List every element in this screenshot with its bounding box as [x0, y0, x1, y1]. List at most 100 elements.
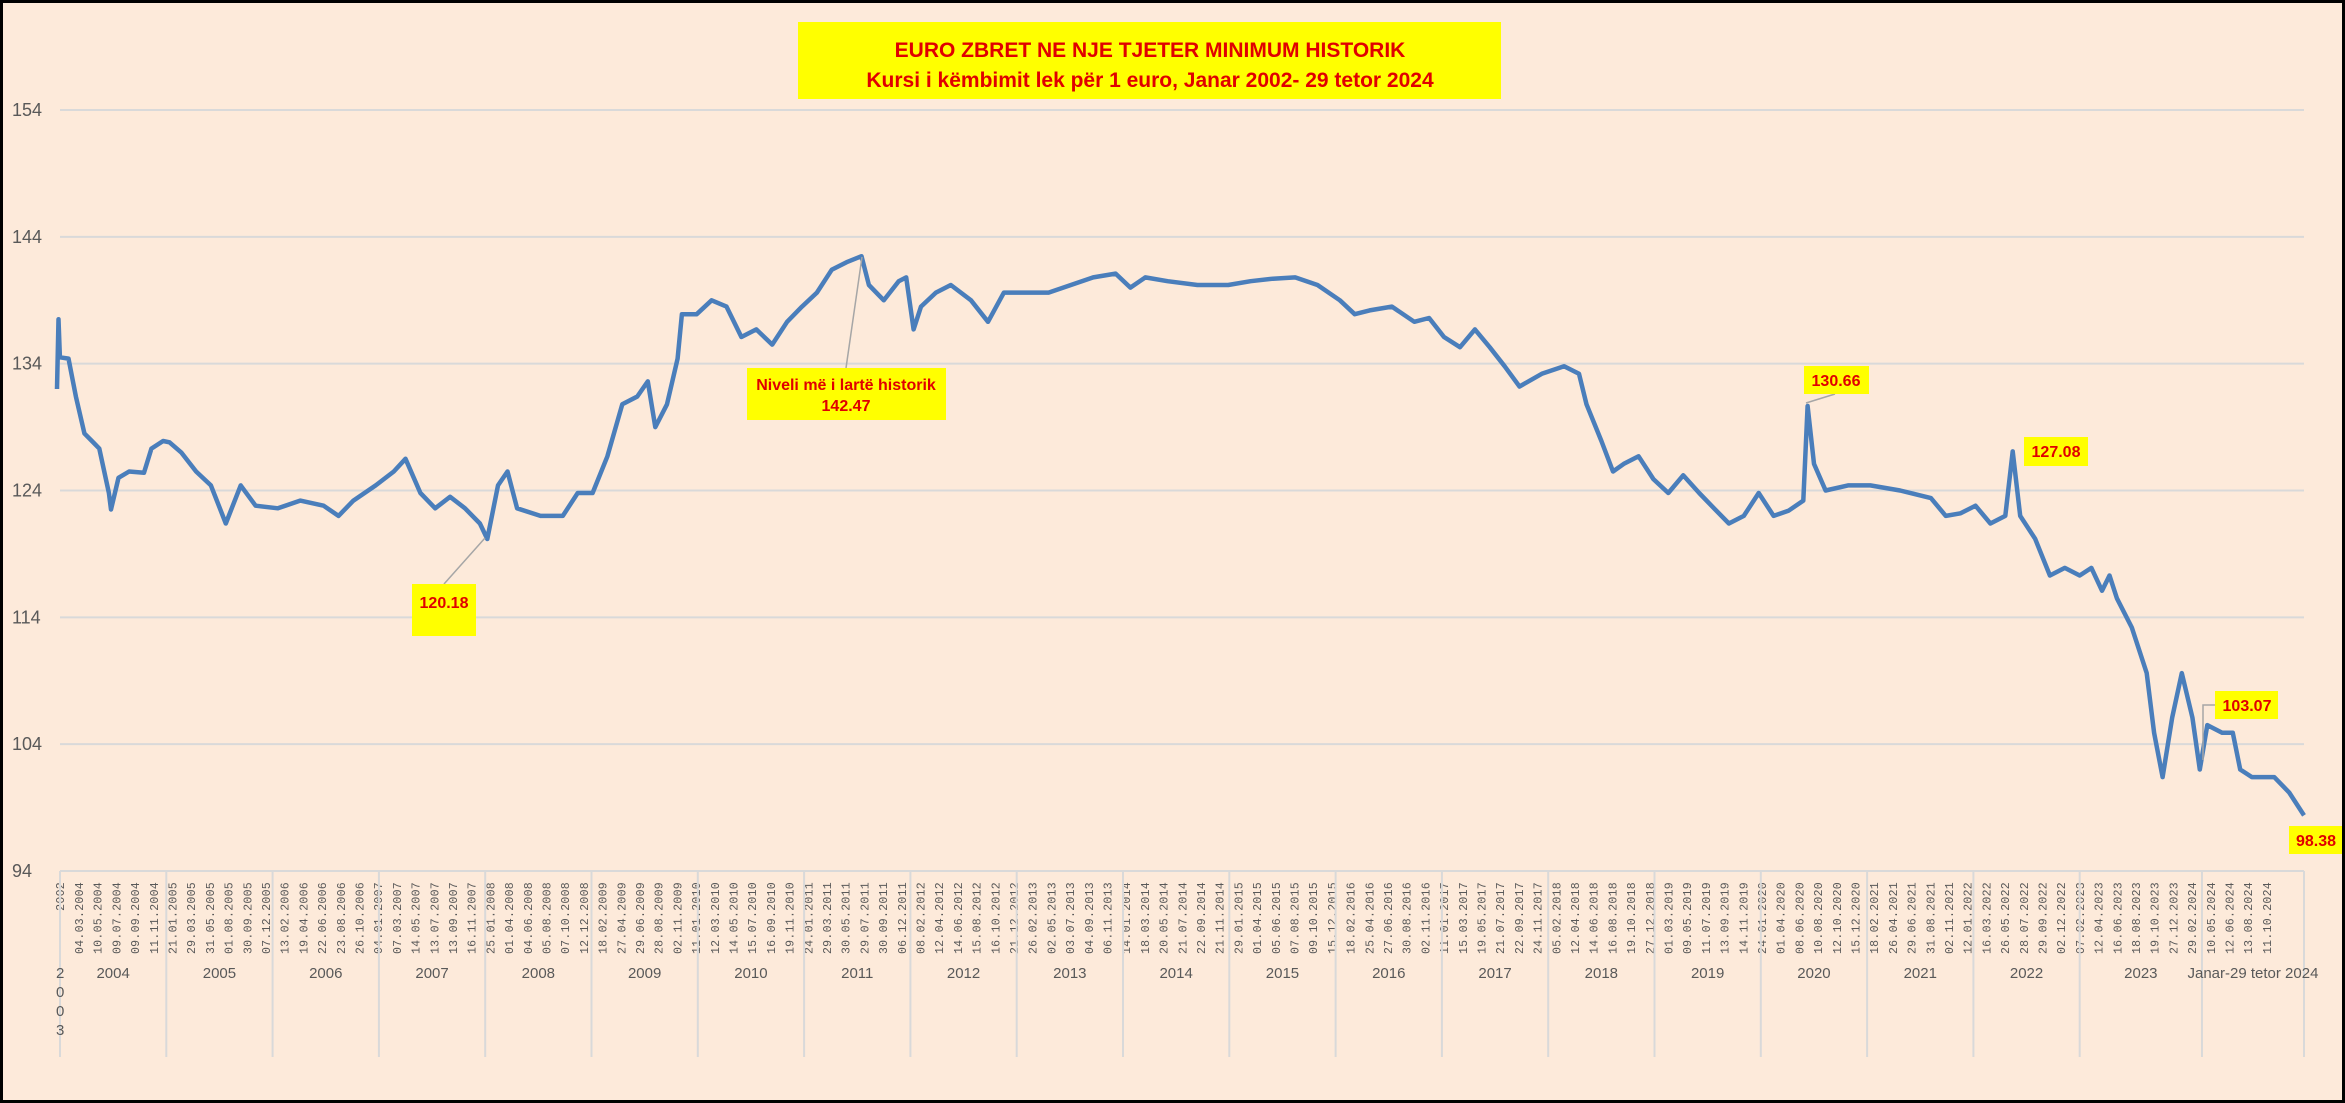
x-tick-label: 29.02.2024 — [2187, 882, 2200, 954]
x-tick-label: 09.09.2004 — [130, 882, 143, 954]
x-tick-label: 01.04.2008 — [504, 882, 517, 954]
annotation-2024: 103.07 — [2202, 691, 2278, 760]
annotation-max-label: Niveli më i lartë historik — [756, 377, 936, 394]
x-tick-label: 21.11.2014 — [1215, 882, 1228, 954]
x-tick-label: 13.09.2007 — [448, 882, 461, 954]
leader-line — [2202, 704, 2215, 760]
x-tick-label: 22.09.2014 — [1196, 882, 1209, 954]
x-tick-label: 30.08.2016 — [1402, 882, 1415, 954]
x-tick-label: 14.06.2012 — [953, 882, 966, 954]
label-background — [747, 368, 946, 420]
x-axis-tick-labels: 2002 04.03.2004 10.05.2004 09.07.2004 09.09.… — [55, 882, 2275, 954]
x-tick-label: 21.07.2017 — [1495, 882, 1508, 954]
y-tick-label: 94 — [12, 861, 32, 881]
x-tick-label: 15.12.2020 — [1851, 882, 1864, 954]
x-tick-label: 09.07.2004 — [111, 882, 124, 954]
x-tick-label: 12.03.2010 — [710, 882, 723, 954]
x-tick-label: 16.03.2022 — [1981, 882, 1994, 954]
x-tick-label: 30.05.2011 — [841, 882, 854, 954]
x-tick-label: 29.06.2021 — [1907, 882, 1920, 954]
y-tick-label: 134 — [12, 354, 42, 374]
y-tick-label: 114 — [12, 607, 41, 627]
year-group-label: 2023 — [2124, 965, 2157, 982]
x-tick-label: 26.02.2013 — [1028, 882, 1041, 954]
x-tick-label: 15.07.2010 — [747, 882, 760, 954]
x-tick-label: 05.08.2008 — [542, 882, 555, 954]
x-tick-label: 24.01.2011 — [803, 882, 816, 954]
year-group-label: 2007 — [415, 965, 448, 982]
x-tick-label: 21.01.2005 — [168, 882, 181, 954]
title: EURO ZBRET NE NJE TJETER MINIMUM HISTORI… — [895, 39, 1406, 62]
x-tick-label: 02.05.2013 — [1046, 882, 1059, 954]
x-tick-label: 13.09.2019 — [1720, 882, 1733, 954]
x-tick-label: 15.03.2017 — [1458, 882, 1471, 954]
x-tick-label: 19.05.2017 — [1477, 882, 1490, 954]
year-group-label: 2010 — [734, 965, 767, 982]
x-tick-label: 11.11.2004 — [149, 882, 162, 954]
x-tick-label: 06.12.2011 — [897, 882, 910, 954]
annotation-max-value: 142.47 — [822, 398, 871, 415]
x-tick-label: 04.03.2004 — [74, 882, 87, 954]
x-tick-label: 27.04.2009 — [616, 882, 629, 954]
x-tick-label: 24.01.2020 — [1757, 882, 1770, 954]
x-tick-label: 07.02.2023 — [2075, 882, 2088, 954]
year-group-label: 2019 — [1691, 965, 1724, 982]
year-group-label: 2009 — [628, 965, 661, 982]
x-tick-label: 01.03.2019 — [1664, 882, 1677, 954]
x-tick-label: 25.01.2008 — [485, 882, 498, 954]
x-tick-label: 29.03.2005 — [186, 882, 199, 954]
x-tick-label: 12.10.2020 — [1832, 882, 1845, 954]
x-tick-label: 21.07.2014 — [1177, 882, 1190, 954]
x-tick-label: 05.06.2015 — [1271, 882, 1284, 954]
y-tick-label: 154 — [12, 100, 42, 120]
x-tick-label: 28.07.2022 — [2019, 882, 2032, 954]
leader-line — [845, 256, 863, 369]
x-tick-label: 21.12.2012 — [1009, 882, 1022, 954]
x-tick-label: 19.10.2023 — [2150, 882, 2163, 954]
leader-line — [1805, 393, 1836, 404]
x-tick-label: 23.08.2006 — [336, 882, 349, 954]
x-tick-label: 29.01.2015 — [1233, 882, 1246, 954]
y-tick-label: 104 — [12, 734, 42, 754]
x-axis-year-groups: 2 0 0 3 2004 2005 2006 2007 2008 2009 2010 2011 2012… — [56, 871, 2318, 1057]
x-tick-label: 29.03.2011 — [822, 882, 835, 954]
x-tick-label: 14.01.2014 — [1121, 882, 1134, 954]
x-tick-label: 25.04.2016 — [1364, 882, 1377, 954]
x-tick-label: 02.11.2016 — [1420, 882, 1433, 954]
year-group-label: 2016 — [1372, 965, 1405, 982]
x-tick-label: 31.05.2005 — [205, 882, 218, 954]
x-tick-label: 14.06.2018 — [1589, 882, 1602, 954]
x-tick-label: 07.03.2007 — [392, 882, 405, 954]
x-tick-label: 13.02.2006 — [280, 882, 293, 954]
x-tick-label: 11.07.2019 — [1701, 882, 1714, 954]
year-group-label: 2008 — [522, 965, 555, 982]
x-tick-label: 20.05.2014 — [1159, 882, 1172, 954]
x-tick-label: 29.06.2009 — [635, 882, 648, 954]
x-tick-label: 18.08.2023 — [2131, 882, 2144, 954]
year-group-label: 2011 — [841, 965, 873, 982]
x-tick-label: 27.12.2023 — [2168, 882, 2181, 954]
x-tick-label: 12.04.2012 — [934, 882, 947, 954]
year-group-label: 2005 — [203, 965, 236, 982]
year-group-label: Janar-29 tetor 2024 — [2188, 965, 2319, 982]
x-tick-label: 05.02.2018 — [1551, 882, 1564, 954]
year-group-label: 2015 — [1266, 965, 1299, 982]
x-tick-label: 19.04.2006 — [298, 882, 311, 954]
x-tick-label: 10.05.2004 — [93, 882, 106, 954]
x-tick-label: 01.08.2005 — [224, 882, 237, 954]
x-tick-label: 19.10.2018 — [1626, 882, 1639, 954]
label-background — [2024, 437, 2088, 466]
annotation-last: 98.38 — [2289, 826, 2342, 854]
annotation-low-2007: 120.18 — [412, 537, 486, 636]
year-group-label: 2006 — [309, 965, 342, 982]
x-tick-label: 16.08.2018 — [1607, 882, 1620, 954]
x-tick-label: 03.07.2013 — [1065, 882, 1078, 954]
x-tick-label: 10.08.2020 — [1813, 882, 1826, 954]
x-tick-label: 02.12.2022 — [2056, 882, 2069, 954]
x-tick-label: 22.06.2006 — [317, 882, 330, 954]
year-group-label: 2012 — [947, 965, 980, 982]
x-tick-label: 15.12.2015 — [1327, 882, 1340, 954]
y-axis-labels: 94 104 114 124 134 144 154 — [12, 100, 42, 881]
